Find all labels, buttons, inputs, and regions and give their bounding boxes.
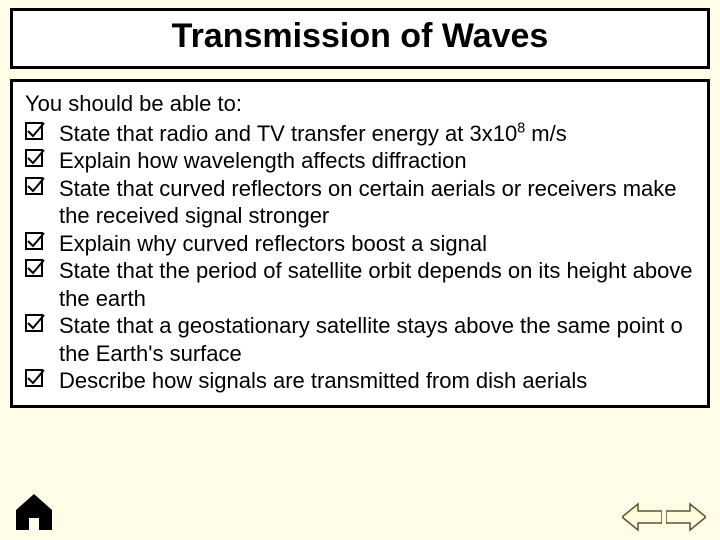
checkbox-ticked-icon xyxy=(25,149,45,169)
list-item: State that a geostationary satellite sta… xyxy=(25,312,697,367)
item-superscript: 8 xyxy=(517,120,525,136)
list-item: State that the period of satellite orbit… xyxy=(25,257,697,312)
item-text: State that the period of satellite orbit… xyxy=(59,258,693,311)
checkbox-ticked-icon xyxy=(25,314,45,334)
item-text: State that curved reflectors on certain … xyxy=(59,176,677,229)
home-icon[interactable] xyxy=(12,492,56,532)
nav-arrows xyxy=(622,502,706,532)
page-title: Transmission of Waves xyxy=(172,17,549,55)
item-text: Explain how wavelength affects diffracti… xyxy=(59,148,467,173)
list-item: State that radio and TV transfer energy … xyxy=(25,120,697,148)
item-text: Explain why curved reflectors boost a si… xyxy=(59,231,487,256)
checkbox-ticked-icon xyxy=(25,122,45,142)
prev-arrow[interactable] xyxy=(622,502,662,532)
item-text-post: m/s xyxy=(525,121,567,146)
title-box: Transmission of Waves xyxy=(10,8,710,69)
checkbox-ticked-icon xyxy=(25,177,45,197)
list-item: Explain why curved reflectors boost a si… xyxy=(25,230,697,258)
checkbox-ticked-icon xyxy=(25,369,45,389)
next-arrow[interactable] xyxy=(666,502,706,532)
checkbox-ticked-icon xyxy=(25,259,45,279)
nav-bar xyxy=(12,492,706,532)
item-text: State that radio and TV transfer energy … xyxy=(59,121,517,146)
item-text: State that a geostationary satellite sta… xyxy=(59,313,683,366)
checkbox-ticked-icon xyxy=(25,232,45,252)
objectives-box: You should be able to: State that radio … xyxy=(10,79,710,408)
item-text: Describe how signals are transmitted fro… xyxy=(59,368,587,393)
objectives-list: State that radio and TV transfer energy … xyxy=(25,120,697,395)
list-item: Describe how signals are transmitted fro… xyxy=(25,367,697,395)
intro-text: You should be able to: xyxy=(25,90,697,118)
list-item: Explain how wavelength affects diffracti… xyxy=(25,147,697,175)
list-item: State that curved reflectors on certain … xyxy=(25,175,697,230)
